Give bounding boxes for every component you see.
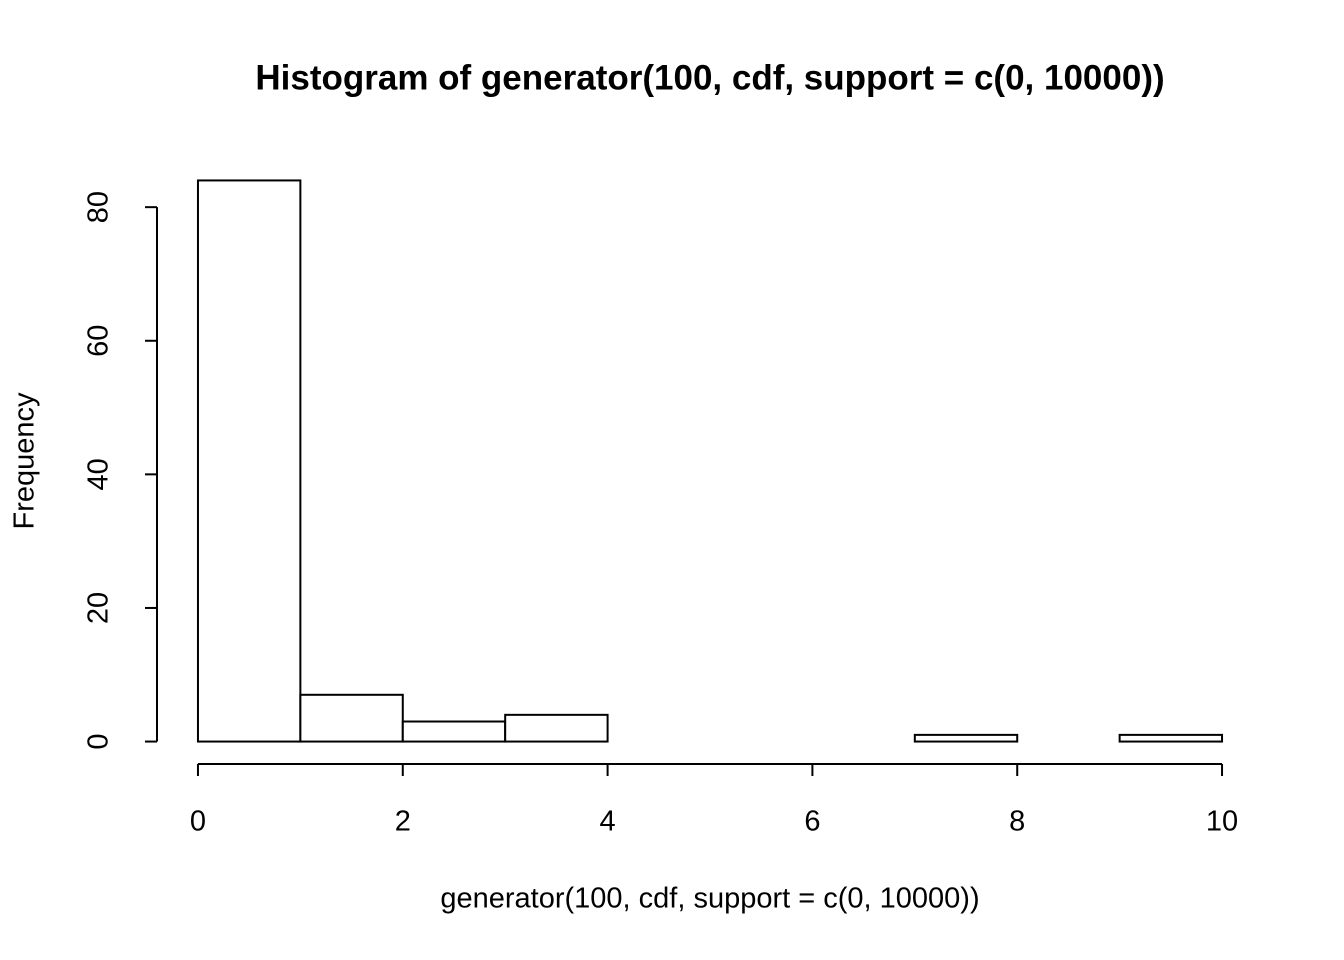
bar [401,720,507,743]
y-axis-label: Frequency [9,392,41,530]
y-tick-label: 20 [83,592,115,624]
x-tick-label: 4 [600,806,616,838]
x-tick-label: 10 [1206,806,1238,838]
y-tick-label: 0 [83,733,115,749]
y-tick-label: 40 [83,458,115,490]
x-tick-label: 8 [1009,806,1025,838]
x-tick-label: 0 [190,806,206,838]
bar [1118,733,1224,743]
chart-title: Histogram of generator(100, cdf, support… [255,58,1164,97]
y-tick-label: 80 [83,191,115,223]
bar [504,713,609,743]
y-tick-label: 60 [83,325,115,357]
bar [299,693,404,743]
x-tick-label: 2 [395,806,411,838]
bar [913,733,1019,743]
bar [196,179,302,743]
x-axis-label: generator(100, cdf, support = c(0, 10000… [440,883,979,915]
x-tick-label: 6 [804,806,820,838]
